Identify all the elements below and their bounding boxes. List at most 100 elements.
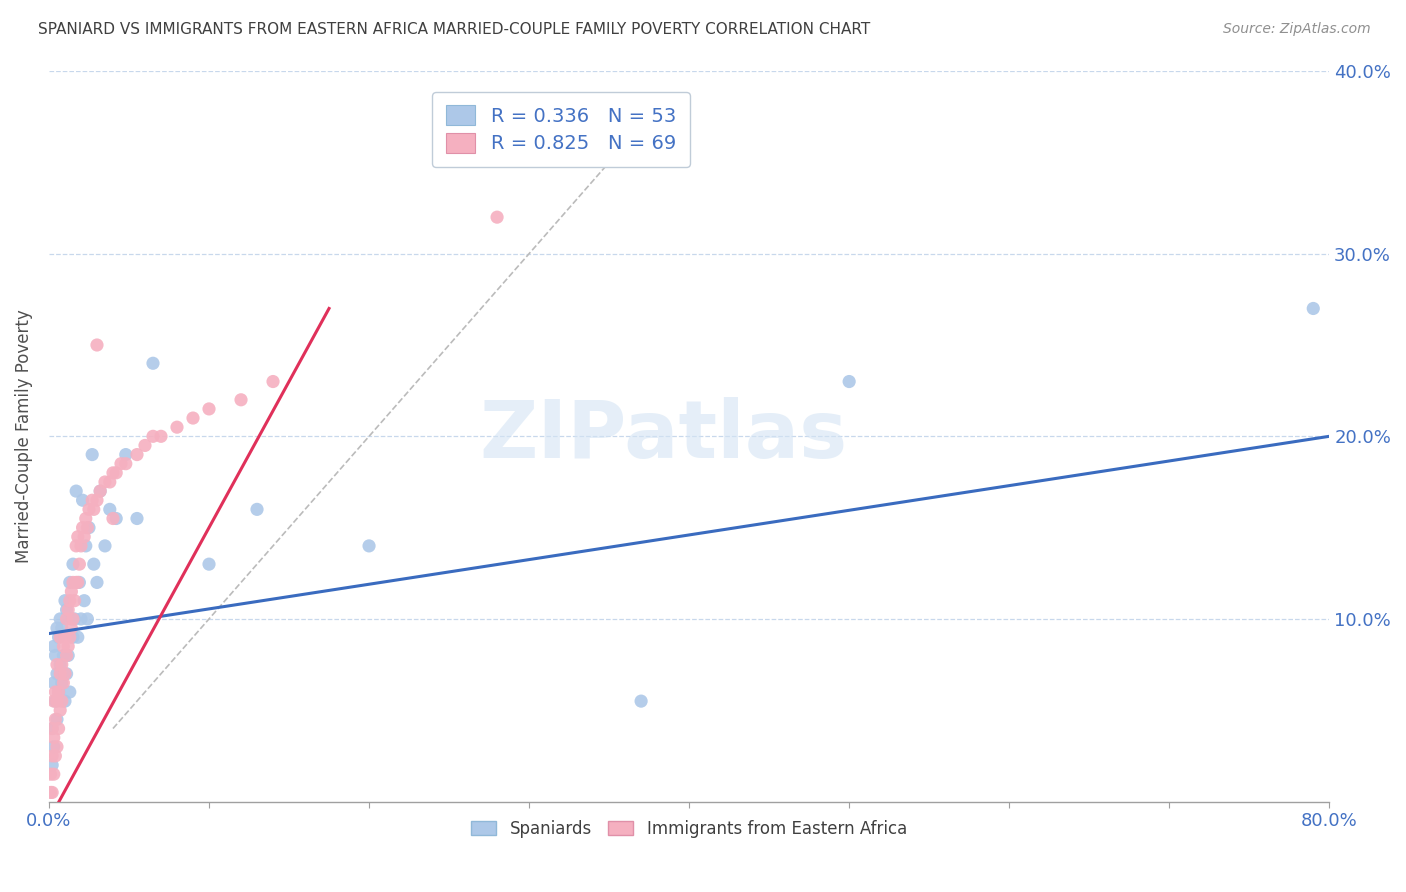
Point	[55, 666, 77, 681]
Point	[49, 657, 72, 672]
Point	[51, 621, 73, 635]
Point	[75, 539, 97, 553]
Point	[59, 593, 82, 607]
Point	[125, 448, 148, 462]
Point	[44, 648, 66, 663]
Point	[62, 630, 84, 644]
Point	[838, 375, 860, 389]
Point	[48, 685, 70, 699]
Point	[41, 748, 63, 763]
Point	[357, 539, 380, 553]
Point	[66, 530, 89, 544]
Point	[73, 530, 96, 544]
Point	[114, 457, 136, 471]
Point	[63, 593, 86, 607]
Point	[62, 575, 84, 590]
Point	[46, 621, 69, 635]
Point	[86, 338, 108, 352]
Y-axis label: Married-Couple Family Poverty: Married-Couple Family Poverty	[15, 310, 32, 563]
Point	[51, 694, 73, 708]
Point	[46, 666, 69, 681]
Point	[51, 657, 73, 672]
Point	[89, 484, 111, 499]
Point	[65, 539, 87, 553]
Point	[56, 603, 79, 617]
Point	[53, 593, 76, 607]
Point	[60, 621, 83, 635]
Point	[44, 712, 66, 726]
Point	[53, 666, 76, 681]
Point	[49, 612, 72, 626]
Point	[66, 630, 89, 644]
Point	[77, 521, 100, 535]
Point	[49, 703, 72, 717]
Point	[67, 575, 90, 590]
Point	[42, 676, 65, 690]
Point	[48, 685, 70, 699]
Point	[70, 539, 93, 553]
Point	[42, 731, 65, 745]
Text: Source: ZipAtlas.com: Source: ZipAtlas.com	[1223, 22, 1371, 37]
Point	[98, 502, 121, 516]
Point	[41, 758, 63, 772]
Point	[86, 575, 108, 590]
Point	[59, 575, 82, 590]
Point	[56, 640, 79, 654]
Point	[55, 648, 77, 663]
Point	[89, 484, 111, 499]
Point	[53, 694, 76, 708]
Point	[198, 557, 221, 571]
Text: ZIPatlas: ZIPatlas	[479, 397, 848, 475]
Point	[72, 521, 94, 535]
Point	[60, 612, 83, 626]
Point	[44, 685, 66, 699]
Point	[98, 475, 121, 489]
Point	[181, 411, 204, 425]
Point	[48, 722, 70, 736]
Point	[62, 557, 84, 571]
Point	[65, 484, 87, 499]
Point	[114, 448, 136, 462]
Point	[110, 457, 132, 471]
Point	[70, 612, 93, 626]
Point	[48, 630, 70, 644]
Point	[105, 511, 128, 525]
Point	[59, 685, 82, 699]
Point	[46, 694, 69, 708]
Point	[39, 785, 62, 799]
Point	[246, 502, 269, 516]
Point	[67, 557, 90, 571]
Point	[150, 429, 173, 443]
Point	[42, 694, 65, 708]
Point	[142, 429, 165, 443]
Point	[66, 575, 89, 590]
Point	[73, 593, 96, 607]
Point	[229, 392, 252, 407]
Point	[46, 657, 69, 672]
Point	[76, 521, 98, 535]
Point	[83, 557, 105, 571]
Legend: Spaniards, Immigrants from Eastern Africa: Spaniards, Immigrants from Eastern Afric…	[464, 813, 914, 845]
Point	[63, 612, 86, 626]
Point	[59, 630, 82, 644]
Point	[134, 438, 156, 452]
Point	[76, 612, 98, 626]
Point	[94, 475, 117, 489]
Point	[53, 630, 76, 644]
Point	[42, 739, 65, 754]
Point	[486, 210, 509, 224]
Point	[142, 356, 165, 370]
Point	[166, 420, 188, 434]
Point	[39, 767, 62, 781]
Point	[198, 401, 221, 416]
Point	[65, 575, 87, 590]
Point	[60, 584, 83, 599]
Point	[52, 640, 75, 654]
Point	[101, 466, 124, 480]
Point	[125, 511, 148, 525]
Point	[46, 739, 69, 754]
Point	[101, 511, 124, 525]
Point	[46, 712, 69, 726]
Point	[630, 694, 652, 708]
Point	[44, 694, 66, 708]
